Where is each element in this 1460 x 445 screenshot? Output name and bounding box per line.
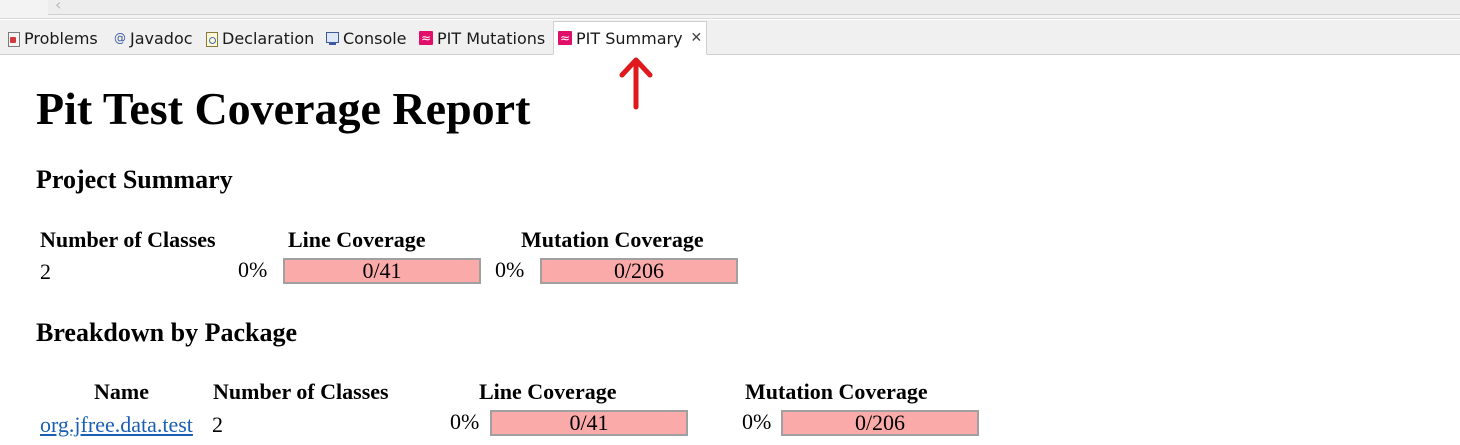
pit-icon: ≈: [419, 31, 433, 45]
close-icon[interactable]: ✕: [690, 30, 703, 46]
summary-mutation-coverage-bar: 0/206: [540, 258, 738, 284]
summary-line-percent: 0%: [238, 257, 268, 282]
col-header-name: Name: [94, 379, 149, 404]
package-line-percent: 0%: [450, 409, 480, 434]
problems-icon: [8, 31, 20, 47]
summary-classes-value: 2: [40, 259, 51, 284]
tab-label: Console: [343, 28, 407, 48]
tab-label: Javadoc: [130, 28, 193, 48]
declaration-icon: [206, 31, 218, 47]
package-mutation-percent: 0%: [742, 409, 772, 434]
pit-icon: ≈: [558, 31, 572, 45]
package-link[interactable]: org.jfree.data.test: [40, 412, 193, 437]
tab-label: Declaration: [222, 28, 315, 48]
tab-problems[interactable]: Problems: [8, 22, 98, 54]
javadoc-icon: @: [114, 31, 126, 45]
package-line-coverage-bar: 0/41: [490, 410, 688, 436]
annotation-arrow-icon: [619, 57, 653, 110]
col-header-classes: Number of Classes: [40, 227, 216, 252]
top-scrollbar[interactable]: ‹: [0, 0, 1460, 19]
page-title: Pit Test Coverage Report: [36, 83, 531, 134]
tab-declaration[interactable]: Declaration: [206, 22, 314, 54]
col-header-line-coverage: Line Coverage: [288, 227, 426, 252]
view-tab-bar: Problems @ Javadoc Declaration Console ≈…: [0, 20, 1460, 55]
package-mutation-coverage-bar: 0/206: [781, 410, 979, 436]
package-classes-value: 2: [212, 412, 223, 437]
breakdown-heading: Breakdown by Package: [36, 318, 297, 347]
tab-pit-summary[interactable]: ≈ PIT Summary ✕: [553, 21, 708, 55]
col-header-mutation-coverage: Mutation Coverage: [521, 227, 704, 252]
tab-label: PIT Summary: [576, 28, 683, 48]
scroll-left-arrow-icon[interactable]: ‹: [55, 0, 62, 14]
col-header-mutation-coverage: Mutation Coverage: [745, 379, 928, 404]
summary-line-coverage-bar: 0/41: [283, 258, 481, 284]
project-summary-heading: Project Summary: [36, 165, 233, 194]
col-header-classes: Number of Classes: [213, 379, 389, 404]
col-header-line-coverage: Line Coverage: [479, 379, 617, 404]
tab-pit-mutations[interactable]: ≈ PIT Mutations: [419, 22, 545, 54]
tab-label: Problems: [24, 28, 98, 48]
console-icon: [326, 31, 339, 45]
tab-label: PIT Mutations: [437, 28, 546, 48]
tab-console[interactable]: Console: [326, 22, 407, 54]
tab-javadoc[interactable]: @ Javadoc: [114, 22, 193, 54]
summary-mutation-percent: 0%: [495, 257, 525, 282]
scrollbar-track[interactable]: [48, 0, 1460, 15]
